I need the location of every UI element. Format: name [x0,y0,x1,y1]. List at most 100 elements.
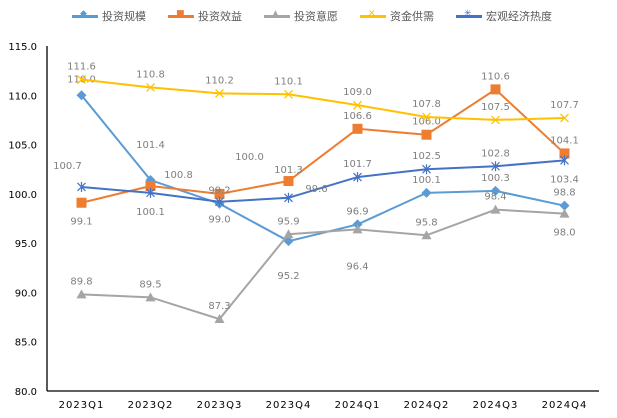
data-point [214,188,225,199]
data-point [353,172,362,183]
legend: ◆ 投资规模 ■ 投资效益 ▲ 投资意愿 ✕ 资金供需 ✳ 宏观经济热度 [72,8,552,24]
data-label: 101.7 [343,159,372,170]
data-label: 104.1 [550,135,579,146]
data-label: 96.4 [346,261,368,272]
y-tick-label: 105.0 [8,141,37,152]
data-label: 101.4 [136,140,165,151]
legend-diamond-icon: ◆ [72,9,98,19]
data-point [491,115,500,125]
data-label: 101.3 [274,165,303,176]
legend-label: 资金供需 [390,10,434,23]
data-label: 109.0 [343,87,372,98]
data-label: 100.0 [235,152,264,163]
x-tick-label: 2023Q4 [266,400,312,411]
legend-label: 投资效益 [198,10,242,23]
data-label: 110.8 [136,69,165,80]
data-label: 100.1 [412,175,441,186]
data-point [76,90,87,101]
data-point [283,229,294,239]
x-tick-label: 2024Q2 [404,400,450,411]
series-line-4 [81,159,565,203]
data-point [352,224,363,234]
data-point [146,82,155,92]
data-label: 95.8 [415,217,437,228]
data-point [559,148,570,159]
y-tick-label: 110.0 [8,91,37,102]
y-tick-label: 95.0 [15,239,37,250]
series-line-2 [81,208,565,321]
legend-item: ✳ 宏观经济热度 [456,8,552,24]
data-point [76,197,87,208]
legend-star-icon: ✳ [456,9,482,19]
y-tick-label: 90.0 [15,288,37,299]
x-tick-label: 2024Q1 [335,400,381,411]
x-tick-label: 2024Q3 [473,400,519,411]
data-label: 102.5 [412,151,441,162]
legend-item: ■ 投资效益 [168,8,242,24]
data-point [560,155,569,166]
legend-item: ✕ 资金供需 [360,8,434,24]
data-point [284,192,293,203]
data-point [145,292,156,302]
data-label: 107.8 [412,99,441,110]
data-point [284,89,293,99]
data-label: 100.3 [481,173,510,184]
data-point [421,187,432,198]
data-point [490,204,501,214]
data-label: 110.2 [205,75,234,86]
data-label: 107.5 [481,102,510,113]
data-point [490,84,501,95]
series-line-3 [81,78,565,121]
data-label: 99.2 [208,186,230,197]
legend-item: ▲ 投资意愿 [264,8,338,24]
data-point [77,75,86,84]
data-point [490,185,501,196]
data-label: 99.6 [305,184,327,195]
data-point [491,161,500,172]
data-label: 110.6 [481,71,510,82]
data-point [422,112,431,122]
data-point [76,289,87,299]
y-tick-label: 80.0 [15,387,37,398]
data-point [421,230,432,240]
data-point [214,314,225,324]
data-label: 106.0 [412,117,441,128]
data-label: 110.1 [274,76,303,87]
data-point [77,181,86,192]
data-label: 111.6 [67,62,96,73]
data-label: 98.4 [484,192,506,203]
data-label: 87.3 [208,301,230,312]
data-label: 106.6 [343,111,372,122]
data-point [353,100,362,110]
data-label: 96.9 [346,206,368,217]
legend-label: 投资规模 [102,10,146,23]
data-label: 99.0 [208,215,230,226]
data-label: 100.1 [136,207,165,218]
data-label: 103.4 [550,174,579,185]
y-tick-label: 85.0 [15,338,37,349]
data-label: 100.8 [164,170,193,181]
x-tick-label: 2023Q2 [128,400,174,411]
y-tick-label: 115.0 [8,42,37,53]
legend-item: ◆ 投资规模 [72,8,146,24]
data-point [422,164,431,175]
legend-x-icon: ✕ [360,9,386,19]
data-point [283,176,294,187]
x-tick-label: 2023Q3 [197,400,243,411]
data-point [215,88,224,98]
data-label: 95.2 [277,271,299,282]
legend-label: 投资意愿 [294,10,338,23]
data-label: 95.9 [277,216,299,227]
legend-label: 宏观经济热度 [486,10,552,23]
data-point [145,180,156,191]
x-tick-label: 2024Q4 [542,400,588,411]
data-point [559,200,570,211]
data-point [215,196,224,207]
legend-triangle-icon: ▲ [264,9,290,19]
legend-square-icon: ■ [168,9,194,19]
data-label: 99.1 [70,217,92,228]
x-tick-label: 2023Q1 [59,400,105,411]
data-label: 102.8 [481,148,510,159]
data-label: 100.7 [53,161,82,172]
